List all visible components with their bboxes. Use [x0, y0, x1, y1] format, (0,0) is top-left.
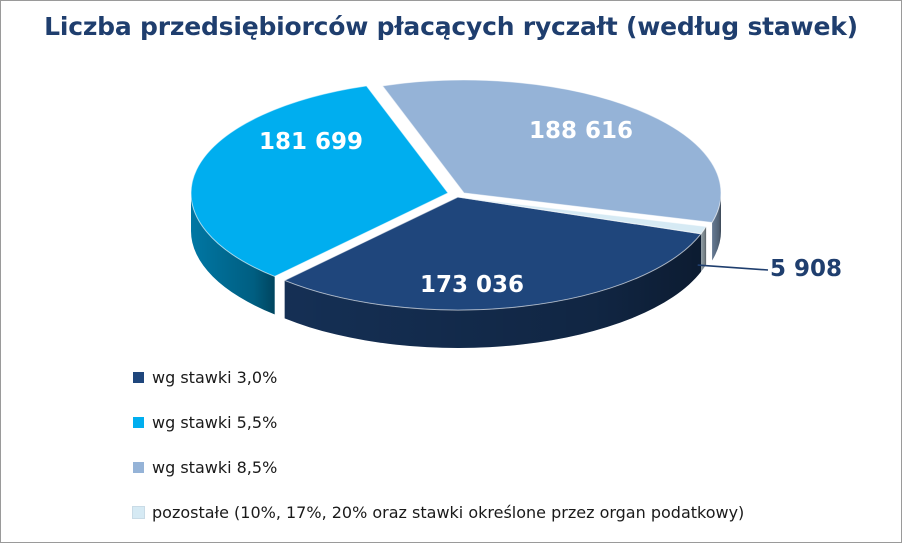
data-label: 181 699	[259, 129, 363, 155]
pie-side-shade	[191, 193, 275, 315]
data-label: 173 036	[420, 272, 524, 298]
legend-swatch	[132, 506, 145, 519]
legend-swatch	[133, 417, 144, 428]
legend-swatch	[133, 372, 144, 383]
legend-item: wg stawki 3,0%	[133, 355, 744, 400]
data-label: 188 616	[529, 118, 633, 144]
legend-item: wg stawki 8,5%	[133, 445, 744, 490]
pie-sides	[191, 193, 721, 348]
legend-label: wg stawki 8,5%	[152, 458, 278, 477]
data-label: 5 908	[770, 256, 842, 282]
chart-title: Liczba przedsiębiorców płacących ryczałt…	[44, 12, 858, 41]
legend-swatch	[133, 462, 144, 473]
legend-label: wg stawki 5,5%	[152, 413, 278, 432]
pie-side-shade	[284, 233, 701, 348]
legend-label: pozostałe (10%, 17%, 20% oraz stawki okr…	[152, 503, 745, 522]
pie-slice	[283, 196, 702, 311]
pie-slice	[457, 196, 707, 235]
leader-line	[697, 264, 769, 271]
pie-side-shade	[700, 226, 707, 272]
legend: wg stawki 3,0% wg stawki 5,5% wg stawki …	[132, 355, 745, 535]
pie-tops	[190, 79, 722, 311]
pie-slice	[190, 85, 449, 277]
legend-item: wg stawki 5,5%	[133, 400, 744, 445]
legend-label: wg stawki 3,0%	[152, 368, 278, 387]
legend-item: pozostałe (10%, 17%, 20% oraz stawki okr…	[132, 490, 745, 535]
pie-side-shade	[712, 193, 721, 261]
pie-slice	[381, 79, 722, 224]
pie-labels: 173 036 181 699 188 616 5 908	[259, 118, 842, 298]
